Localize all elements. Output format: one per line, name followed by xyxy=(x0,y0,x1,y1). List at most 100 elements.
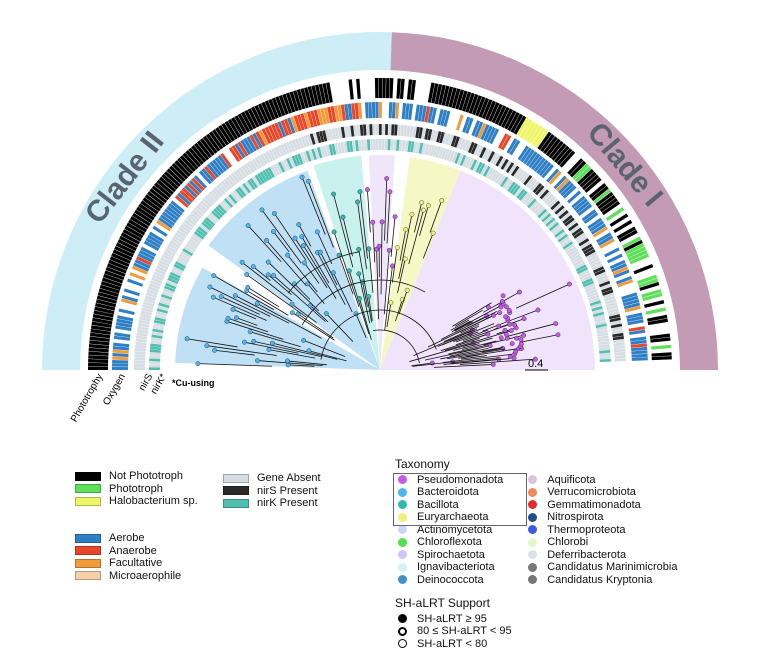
tip-node xyxy=(255,358,260,363)
nirs-cell xyxy=(134,354,146,358)
nirk-cell xyxy=(527,198,537,209)
nirs-cell xyxy=(325,129,331,141)
phototrophy-cell xyxy=(577,168,595,185)
nirk-cell xyxy=(215,206,225,216)
nirk-cell xyxy=(291,155,299,167)
tree-branch xyxy=(213,296,267,321)
nirs-cell xyxy=(163,251,175,260)
oxygen-cell xyxy=(203,165,217,180)
legend-item: nirS Present xyxy=(223,485,321,498)
tree-branch xyxy=(297,313,334,339)
phototrophy-cell xyxy=(528,125,543,144)
phototrophy-cell xyxy=(156,179,174,195)
phototrophy-cell xyxy=(554,145,570,164)
tip-node xyxy=(323,311,329,316)
tip-node xyxy=(302,260,307,266)
nirk-cell xyxy=(349,140,354,152)
tree-branch xyxy=(384,265,393,331)
nirk-cell xyxy=(378,138,382,151)
oxygen-cell xyxy=(627,319,644,326)
phototrophy-cell xyxy=(115,242,136,255)
phototrophy-cell xyxy=(215,127,230,146)
phototrophy-cell xyxy=(182,152,199,170)
nirk-cell xyxy=(596,326,608,331)
nirs-cell xyxy=(495,155,504,167)
nirs-cell xyxy=(608,311,620,317)
oxygen-cell xyxy=(609,259,626,270)
nirk-cell xyxy=(244,181,254,192)
phototrophy-cell xyxy=(117,239,137,251)
phototrophy-cell xyxy=(224,120,238,140)
taxonomy-item: Euryarchaeota xyxy=(395,511,503,524)
nirs-cell xyxy=(610,323,623,329)
nirs-cell xyxy=(613,345,626,350)
oxygen-cell xyxy=(517,145,530,161)
nirs-cell xyxy=(418,127,423,139)
oxygen-cell xyxy=(191,177,205,192)
oxygen-cell xyxy=(112,349,129,354)
nirs-cell xyxy=(134,360,146,364)
nirs-cell xyxy=(135,338,147,343)
nirk-cell xyxy=(596,329,608,334)
nirs-cell xyxy=(353,125,358,137)
phototrophy-cell xyxy=(90,328,111,335)
phototrophy-cell xyxy=(650,337,671,343)
tip-node xyxy=(331,229,337,235)
oxygen-cell xyxy=(424,106,431,123)
tip-node xyxy=(266,347,272,353)
nirs-cell xyxy=(500,158,509,170)
nirs-cell xyxy=(595,271,607,279)
nirs-cell xyxy=(306,134,313,146)
phototrophy-cell xyxy=(188,147,204,165)
tip-node xyxy=(270,229,276,234)
phototrophy-cell xyxy=(396,78,401,99)
phototrophy-cell xyxy=(89,340,110,346)
tip-node xyxy=(392,214,398,220)
nirk-cell xyxy=(535,206,546,217)
oxygen-cell xyxy=(143,240,160,251)
oxygen-cell xyxy=(553,175,567,190)
oxygen-cell xyxy=(206,163,220,178)
nirs-cell xyxy=(279,144,287,156)
nirs-cell xyxy=(439,131,445,144)
oxygen-cell xyxy=(115,325,132,332)
tree-branch xyxy=(317,252,346,305)
nirk-cell xyxy=(407,140,412,153)
tip-node xyxy=(403,227,409,232)
nirk-cell xyxy=(595,323,607,329)
nirs-cell xyxy=(228,174,238,186)
legend-label: Microaerophile xyxy=(109,569,182,582)
nirs-cell xyxy=(151,277,163,284)
tip-node xyxy=(402,256,408,262)
nirs-cell xyxy=(166,245,178,254)
nirs-cell xyxy=(614,351,626,356)
oxygen-cell xyxy=(612,266,629,276)
nirk-cell xyxy=(575,264,587,272)
tree-branch xyxy=(320,251,338,286)
nirs-cell xyxy=(161,254,173,262)
oxygen-cell xyxy=(333,105,340,122)
phototrophy-cell xyxy=(548,140,564,159)
oxygen-cell xyxy=(220,152,233,168)
phototrophy-cell xyxy=(251,106,263,126)
tip-node xyxy=(247,329,253,335)
nirs-cell xyxy=(179,224,191,234)
nirs-cell xyxy=(356,124,361,137)
phototrophy-cell xyxy=(647,314,668,322)
nirs-cell xyxy=(513,167,523,179)
phototrophy-cell xyxy=(257,103,270,123)
tip-node xyxy=(499,298,505,304)
nirk-cell xyxy=(583,283,596,290)
nirs-cell xyxy=(274,146,282,158)
phototrophy-cell xyxy=(378,78,383,99)
tree-branch xyxy=(338,254,354,295)
phototrophy-cell xyxy=(237,113,251,133)
tree-branch xyxy=(443,325,480,342)
nirk-cell xyxy=(539,210,550,221)
oxygen-cell xyxy=(188,179,203,194)
tree-branch xyxy=(449,347,489,357)
tree-branch xyxy=(268,349,316,359)
legend-swatch xyxy=(75,533,101,543)
oxygen-cell xyxy=(181,187,196,201)
nirk-cell xyxy=(531,202,541,213)
